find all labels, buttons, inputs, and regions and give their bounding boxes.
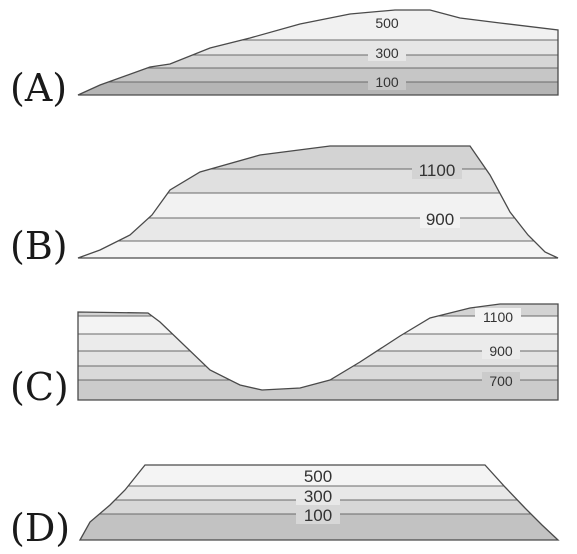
profile-a-label-300: 300 bbox=[375, 45, 399, 61]
profile-d-label-500: 500 bbox=[304, 467, 332, 486]
profile-c-outline bbox=[77, 303, 559, 401]
profile-d-label-100: 100 bbox=[304, 506, 332, 525]
profile-c-label-700: 700 bbox=[489, 373, 513, 389]
profile-a-letter: (A) bbox=[10, 66, 67, 110]
profile-d: (D) 500 300 100 bbox=[10, 464, 560, 550]
profile-c: (C) 1100 900 700 bbox=[10, 303, 559, 409]
profile-a-outline bbox=[77, 9, 559, 96]
profile-d-label-300: 300 bbox=[304, 487, 332, 506]
profile-b-letter: (B) bbox=[10, 224, 68, 268]
profile-a: (A) 500 300 100 bbox=[10, 9, 559, 110]
profile-b-label-900: 900 bbox=[426, 210, 454, 229]
profile-b: (B) 1100 900 bbox=[10, 145, 559, 268]
profile-c-label-1100: 1100 bbox=[483, 309, 513, 325]
profile-a-label-100: 100 bbox=[375, 74, 399, 90]
profile-d-outline bbox=[78, 464, 560, 541]
profile-b-bands bbox=[78, 146, 558, 258]
profile-b-label-1100: 1100 bbox=[419, 161, 456, 180]
profile-a-bands bbox=[78, 10, 558, 95]
profile-b-outline bbox=[77, 145, 559, 259]
profile-d-letter: (D) bbox=[10, 506, 70, 550]
profile-c-label-900: 900 bbox=[489, 343, 513, 359]
profile-a-label-500: 500 bbox=[375, 15, 399, 31]
profile-c-letter: (C) bbox=[10, 365, 69, 409]
